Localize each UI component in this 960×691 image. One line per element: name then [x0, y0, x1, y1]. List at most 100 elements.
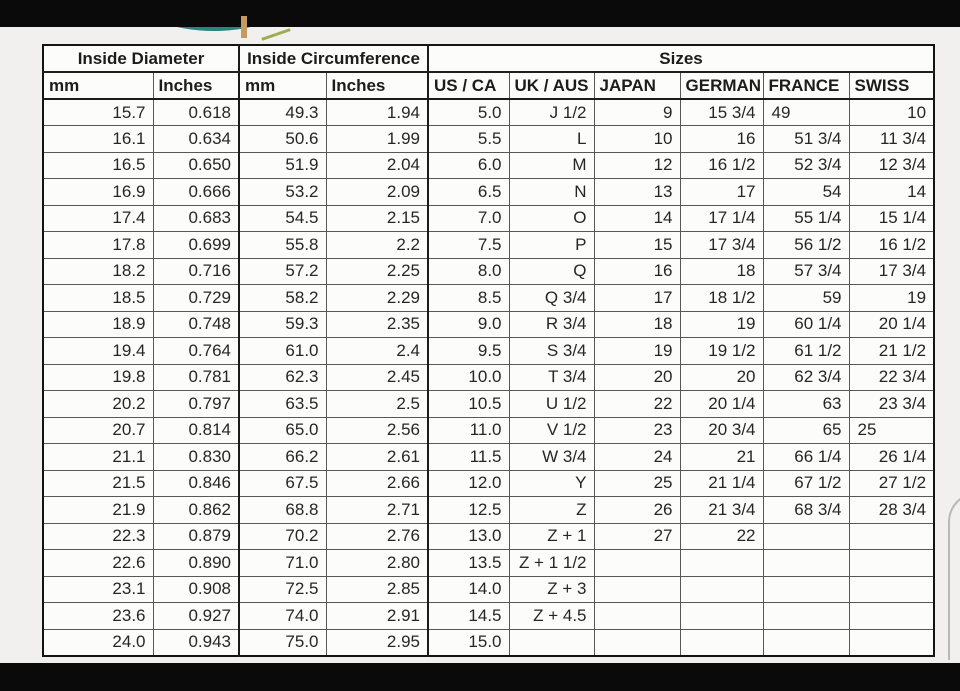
- cell: [679, 602, 764, 630]
- cell: [762, 628, 850, 656]
- cell: 16.5: [42, 151, 154, 179]
- cell: [848, 522, 935, 550]
- column-header-uk-aus: UK / AUS: [508, 71, 595, 100]
- cell: 14.5: [427, 602, 510, 630]
- table-row: 24.0 0.943 75.0 2.95 15.0: [42, 628, 935, 656]
- cell: 24: [593, 443, 681, 471]
- cell: 51.9: [238, 151, 327, 179]
- cell: 21.5: [42, 469, 154, 497]
- cell: 0.890: [152, 549, 240, 577]
- cell: 2.56: [325, 416, 429, 444]
- cell: [679, 549, 764, 577]
- cell: 16: [679, 125, 764, 153]
- table-row: 19.4 0.764 61.0 2.4 9.5 S 3/4 19 19 1/2 61 1/2 21…: [42, 337, 935, 365]
- cell: 11 3/4: [848, 125, 935, 153]
- cell: 15 3/4: [679, 98, 764, 126]
- cell: 0.618: [152, 98, 240, 126]
- cell: 0.814: [152, 416, 240, 444]
- cell: [679, 628, 764, 656]
- cell: 16 1/2: [679, 151, 764, 179]
- cell: 8.0: [427, 257, 510, 285]
- cell: 2.71: [325, 496, 429, 524]
- cell: U 1/2: [508, 390, 595, 418]
- table-row: 17.8 0.699 55.8 2.2 7.5 P 15 17 3/4 56 1/2 16 1/2: [42, 231, 935, 259]
- cell: 20.7: [42, 416, 154, 444]
- cell: 61 1/2: [762, 337, 850, 365]
- cell: 11.0: [427, 416, 510, 444]
- cell: 28 3/4: [848, 496, 935, 524]
- cell: 2.25: [325, 257, 429, 285]
- cell: 55 1/4: [762, 204, 850, 232]
- cell: R 3/4: [508, 310, 595, 338]
- cell: 67.5: [238, 469, 327, 497]
- cell: 0.908: [152, 575, 240, 603]
- cell: S 3/4: [508, 337, 595, 365]
- table-row: 16.9 0.666 53.2 2.09 6.5 N 13 17 54 14: [42, 178, 935, 206]
- table-row: 20.2 0.797 63.5 2.5 10.5 U 1/2 22 20 1/4 63 23 3/…: [42, 390, 935, 418]
- cell: 20 1/4: [679, 390, 764, 418]
- cell: 5.0: [427, 98, 510, 126]
- cell: 60 1/4: [762, 310, 850, 338]
- column-header-us-ca: US / CA: [427, 71, 510, 100]
- cell: 23.6: [42, 602, 154, 630]
- cell: 2.91: [325, 602, 429, 630]
- cell: 21: [679, 443, 764, 471]
- cell: 13.5: [427, 549, 510, 577]
- cell: 0.699: [152, 231, 240, 259]
- table-row: 16.1 0.634 50.6 1.99 5.5 L 10 16 51 3/4 11 3/4: [42, 125, 935, 153]
- cell: 51 3/4: [762, 125, 850, 153]
- cell: 0.862: [152, 496, 240, 524]
- cell: 27 1/2: [848, 469, 935, 497]
- cell: 14.0: [427, 575, 510, 603]
- bottom-black-bar: [0, 663, 960, 691]
- cell: J 1/2: [508, 98, 595, 126]
- cell: P: [508, 231, 595, 259]
- cell: 0.764: [152, 337, 240, 365]
- cell: 0.781: [152, 363, 240, 391]
- cell: 20: [593, 363, 681, 391]
- cell: Z + 1: [508, 522, 595, 550]
- cell: 7.5: [427, 231, 510, 259]
- cell: 0.797: [152, 390, 240, 418]
- cell: 15.7: [42, 98, 154, 126]
- cell: 1.94: [325, 98, 429, 126]
- cell: 2.85: [325, 575, 429, 603]
- cell: 75.0: [238, 628, 327, 656]
- cell: 0.879: [152, 522, 240, 550]
- cell: 54: [762, 178, 850, 206]
- cell: 0.927: [152, 602, 240, 630]
- cell: 2.35: [325, 310, 429, 338]
- cell: 2.4: [325, 337, 429, 365]
- cell: [593, 602, 681, 630]
- cell: 70.2: [238, 522, 327, 550]
- cell: 17 3/4: [679, 231, 764, 259]
- cell: 0.729: [152, 284, 240, 312]
- cell: Z + 1 1/2: [508, 549, 595, 577]
- cell: 26: [593, 496, 681, 524]
- cell: 25: [593, 469, 681, 497]
- cell: 20.2: [42, 390, 154, 418]
- cell: 18.9: [42, 310, 154, 338]
- cell: 13.0: [427, 522, 510, 550]
- cell: 7.0: [427, 204, 510, 232]
- table-row: 18.9 0.748 59.3 2.35 9.0 R 3/4 18 19 60 1/4 20 1/…: [42, 310, 935, 338]
- column-header-swiss: SWISS: [848, 71, 935, 100]
- cell: 59.3: [238, 310, 327, 338]
- cell: N: [508, 178, 595, 206]
- cell: 21 1/4: [679, 469, 764, 497]
- cell: 0.943: [152, 628, 240, 656]
- cell: [762, 522, 850, 550]
- cell: [848, 602, 935, 630]
- cell: 2.61: [325, 443, 429, 471]
- cell: 2.04: [325, 151, 429, 179]
- cell: Z: [508, 496, 595, 524]
- cell: 16 1/2: [848, 231, 935, 259]
- cell: 56 1/2: [762, 231, 850, 259]
- cell: 2.2: [325, 231, 429, 259]
- cell: [679, 575, 764, 603]
- cell: 2.66: [325, 469, 429, 497]
- cell: 22.6: [42, 549, 154, 577]
- cell: Q 3/4: [508, 284, 595, 312]
- cell: 2.15: [325, 204, 429, 232]
- cell: 12.5: [427, 496, 510, 524]
